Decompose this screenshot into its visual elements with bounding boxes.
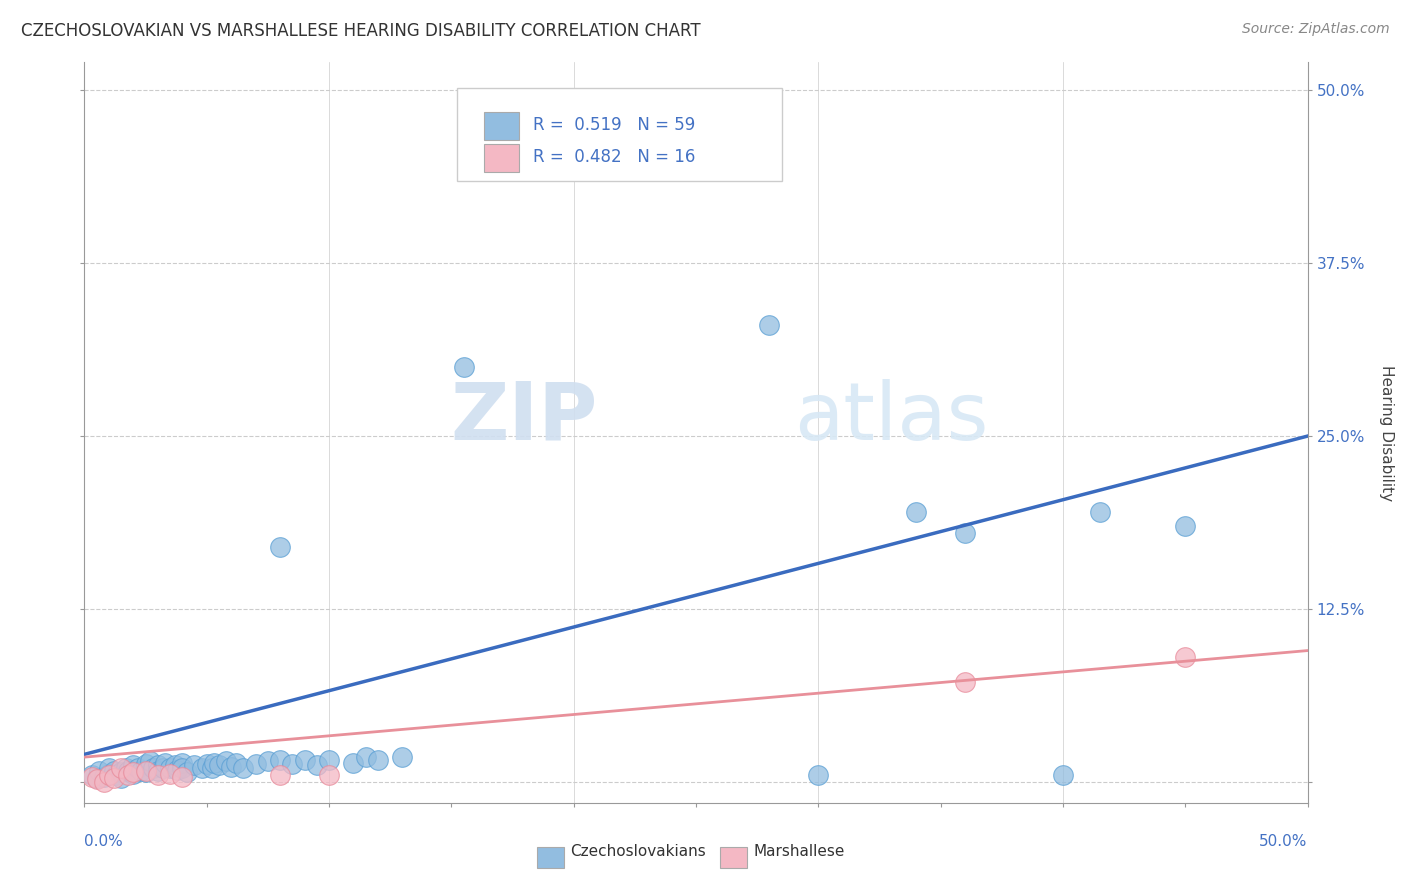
- Point: [1052, 768, 1074, 782]
- Point: [269, 540, 291, 554]
- Point: [153, 756, 176, 770]
- Point: [953, 675, 976, 690]
- Point: [305, 758, 328, 772]
- Point: [453, 359, 475, 374]
- Text: R =  0.482   N = 16: R = 0.482 N = 16: [533, 147, 696, 166]
- Point: [172, 770, 194, 784]
- Text: CZECHOSLOVAKIAN VS MARSHALLESE HEARING DISABILITY CORRELATION CHART: CZECHOSLOVAKIAN VS MARSHALLESE HEARING D…: [21, 22, 700, 40]
- Text: atlas: atlas: [794, 379, 988, 457]
- Point: [232, 761, 254, 775]
- Point: [257, 754, 280, 768]
- Point: [152, 761, 174, 775]
- Point: [953, 525, 976, 540]
- Point: [117, 764, 139, 778]
- Point: [122, 765, 145, 780]
- Text: 50.0%: 50.0%: [1260, 834, 1308, 849]
- Point: [342, 756, 364, 770]
- Point: [122, 766, 145, 780]
- Point: [269, 768, 291, 782]
- Point: [166, 763, 188, 777]
- Point: [105, 768, 128, 782]
- Point: [195, 757, 218, 772]
- Point: [758, 318, 780, 333]
- Point: [103, 764, 125, 778]
- Point: [281, 757, 304, 772]
- Point: [1174, 519, 1197, 533]
- Point: [202, 756, 225, 770]
- Point: [86, 771, 108, 785]
- Point: [269, 753, 291, 767]
- Point: [80, 768, 103, 782]
- Point: [208, 758, 231, 772]
- Point: [142, 761, 165, 775]
- Text: ZIP: ZIP: [451, 379, 598, 457]
- Point: [135, 764, 157, 778]
- Point: [86, 772, 108, 787]
- FancyBboxPatch shape: [720, 847, 748, 868]
- Point: [318, 768, 340, 782]
- Point: [146, 758, 169, 772]
- Point: [172, 761, 194, 775]
- Y-axis label: Hearing Disability: Hearing Disability: [1379, 365, 1393, 500]
- Point: [139, 754, 162, 768]
- Point: [127, 761, 149, 775]
- Point: [215, 754, 238, 768]
- Point: [110, 771, 132, 785]
- Point: [1088, 505, 1111, 519]
- Text: Czechoslovakians: Czechoslovakians: [569, 844, 706, 859]
- Point: [135, 765, 157, 780]
- Point: [318, 753, 340, 767]
- Point: [93, 775, 115, 789]
- FancyBboxPatch shape: [457, 88, 782, 181]
- Point: [110, 765, 132, 780]
- Point: [122, 758, 145, 772]
- Point: [391, 750, 413, 764]
- Point: [129, 764, 152, 778]
- Point: [172, 756, 194, 770]
- Point: [1174, 650, 1197, 665]
- Point: [80, 770, 103, 784]
- Point: [245, 757, 267, 772]
- Point: [97, 766, 120, 780]
- Point: [219, 760, 242, 774]
- Point: [183, 758, 205, 772]
- Point: [87, 764, 110, 778]
- Point: [191, 761, 214, 775]
- Text: R =  0.519   N = 59: R = 0.519 N = 59: [533, 116, 696, 134]
- Point: [103, 771, 125, 785]
- Point: [807, 768, 830, 782]
- FancyBboxPatch shape: [537, 847, 564, 868]
- Point: [110, 761, 132, 775]
- Point: [93, 770, 115, 784]
- Point: [159, 766, 181, 780]
- Point: [159, 761, 181, 775]
- Point: [115, 761, 138, 775]
- Text: Marshallese: Marshallese: [754, 844, 845, 859]
- Text: Source: ZipAtlas.com: Source: ZipAtlas.com: [1241, 22, 1389, 37]
- Point: [905, 505, 928, 519]
- Point: [225, 756, 247, 770]
- Point: [117, 768, 139, 782]
- Point: [97, 768, 120, 782]
- Point: [163, 758, 186, 772]
- Point: [354, 750, 377, 764]
- Text: 0.0%: 0.0%: [84, 834, 124, 849]
- FancyBboxPatch shape: [484, 144, 519, 172]
- Point: [176, 765, 198, 780]
- Point: [294, 753, 316, 767]
- FancyBboxPatch shape: [484, 112, 519, 140]
- Point: [367, 753, 389, 767]
- Point: [200, 761, 222, 775]
- Point: [135, 757, 157, 772]
- Point: [146, 768, 169, 782]
- Point: [146, 764, 169, 778]
- Point: [97, 761, 120, 775]
